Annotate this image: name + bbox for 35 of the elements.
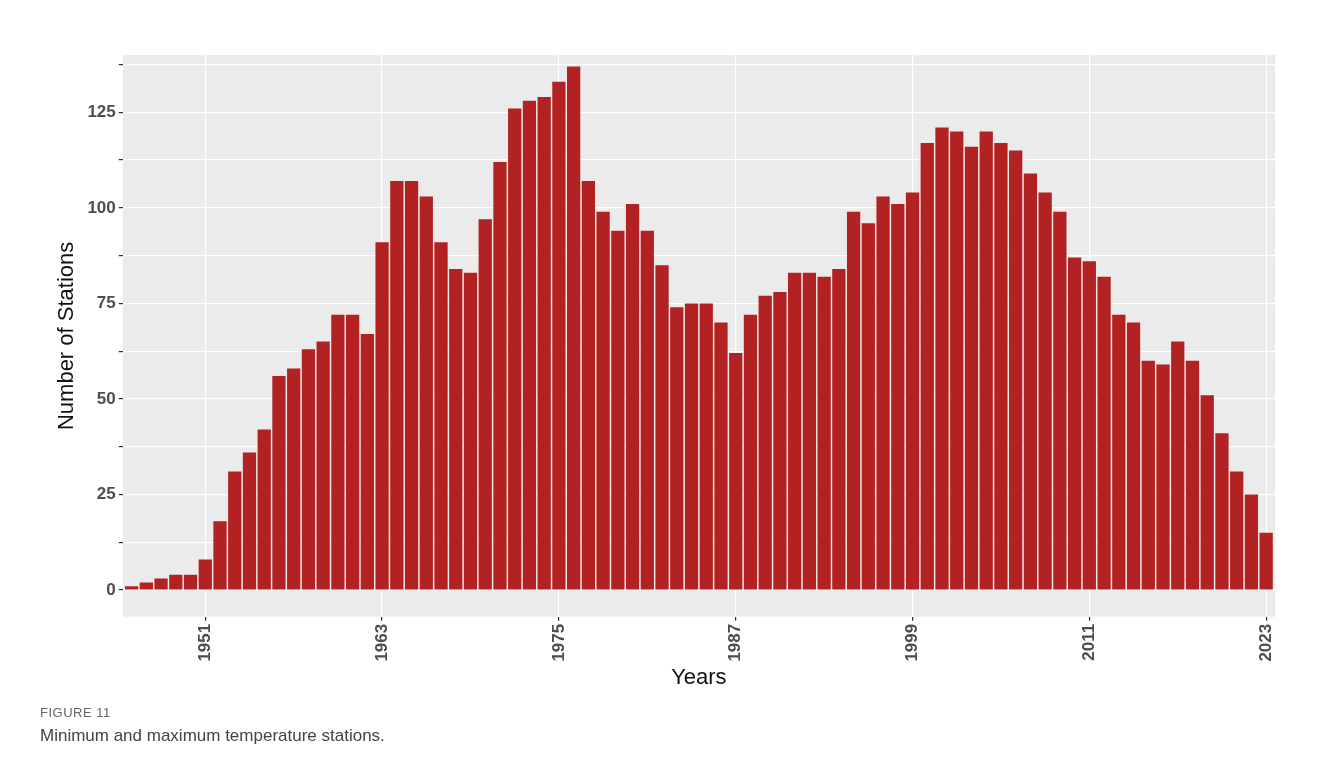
bar [1185, 360, 1200, 590]
y-tick-label: 50 [96, 388, 116, 408]
x-axis-title: Years [671, 663, 727, 689]
x-tick-label: 1951 [194, 623, 214, 662]
bar [625, 204, 640, 590]
bar [1023, 173, 1038, 590]
bar [964, 146, 979, 590]
y-tick-label: 0 [106, 579, 116, 599]
x-tick-label: 2023 [1255, 623, 1275, 662]
caption: FIGURE 11 [40, 705, 112, 720]
bar [743, 314, 758, 590]
bar [1259, 532, 1273, 590]
bar [183, 574, 198, 590]
y-tick-label: 25 [96, 484, 116, 504]
x-tick-label: 2011 [1079, 623, 1099, 661]
bar [684, 303, 699, 590]
bar [124, 586, 139, 590]
y-tick-label: 125 [87, 102, 116, 122]
x-tick-label: 1987 [725, 623, 745, 662]
x-tick-label: 1975 [548, 623, 568, 662]
bar [463, 272, 478, 590]
y-tick-label: 100 [87, 197, 116, 217]
bar [404, 181, 419, 590]
bar [846, 211, 861, 590]
bar [522, 100, 537, 590]
y-tick-label: 75 [96, 293, 116, 313]
bar [1244, 494, 1259, 590]
bar [301, 349, 316, 590]
text: Minimum and maximum temperature stations. [40, 726, 385, 746]
bar [1126, 322, 1141, 590]
bar [905, 192, 920, 590]
x-tick-label: 1999 [902, 623, 922, 662]
x-tick-label: 1963 [371, 623, 391, 662]
y-axis-title: Number of Stations [53, 241, 79, 431]
bar [242, 452, 257, 590]
